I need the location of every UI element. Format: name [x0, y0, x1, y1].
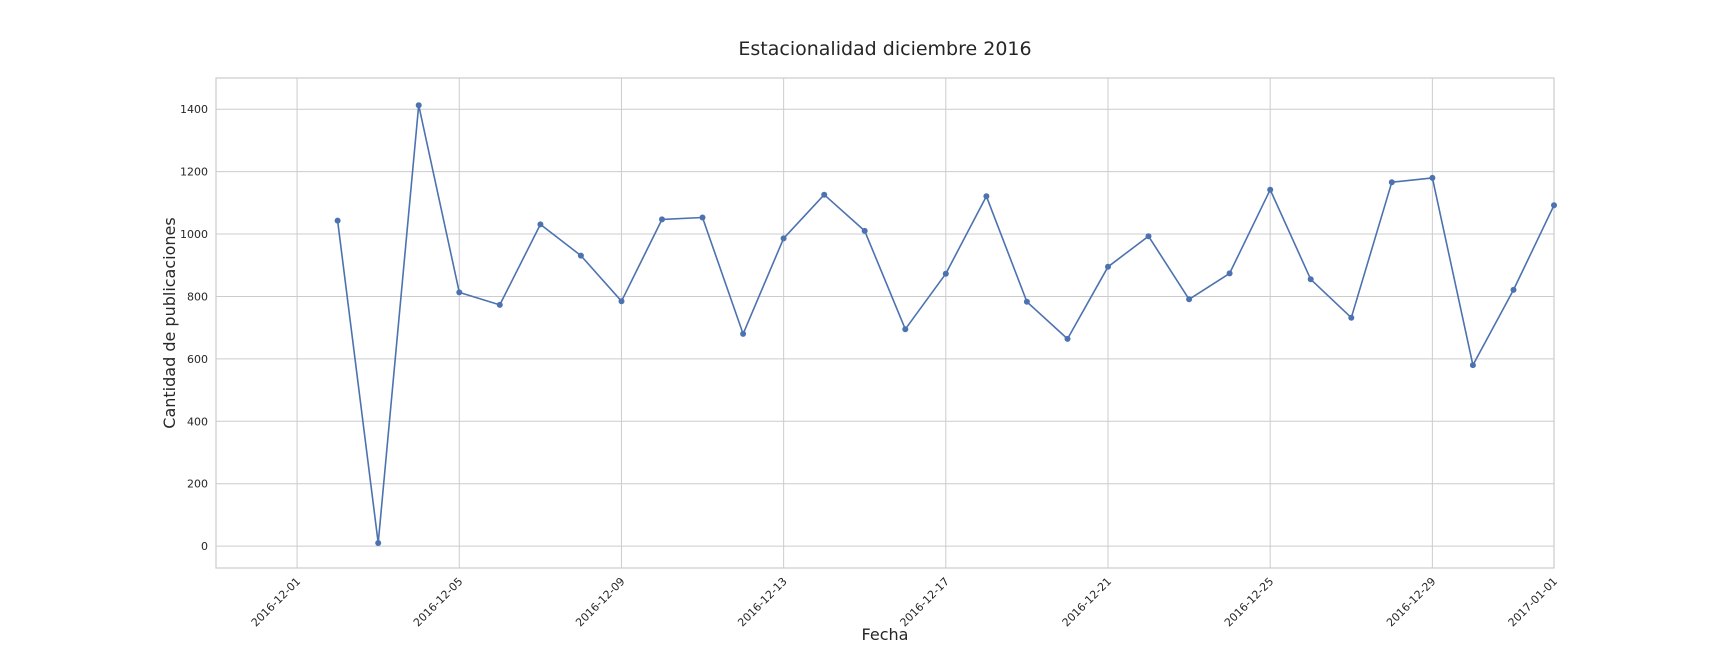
- data-point: [1510, 286, 1517, 293]
- data-point: [456, 289, 463, 296]
- data-point: [577, 252, 584, 259]
- x-tick-label: 2016-12-05: [411, 575, 465, 629]
- x-tick-label: 2016-12-25: [1222, 575, 1276, 629]
- data-point: [740, 330, 747, 337]
- x-axis-label: Fecha: [862, 625, 909, 644]
- data-point: [1307, 276, 1314, 283]
- data-point: [1469, 362, 1476, 369]
- data-point: [659, 216, 665, 223]
- data-point: [1388, 179, 1395, 186]
- y-tick-label: 400: [187, 415, 208, 428]
- data-point: [334, 217, 341, 224]
- data-point: [1348, 314, 1355, 321]
- data-point: [1105, 263, 1111, 270]
- y-tick-label: 0: [201, 540, 208, 553]
- data-point: [902, 326, 909, 333]
- plot-frame: [215, 77, 1555, 569]
- y-axis-ticks: 0 200 400 600 800 1000 1200 1400: [180, 103, 208, 553]
- data-point: [780, 235, 787, 242]
- data-point: [415, 102, 422, 109]
- data-point: [1064, 335, 1071, 342]
- y-tick-label: 200: [187, 478, 208, 491]
- series: [334, 102, 1557, 546]
- x-tick-label: 2016-12-21: [1060, 575, 1114, 629]
- data-point: [861, 227, 868, 234]
- data-point: [618, 298, 625, 305]
- x-tick-label: 2016-12-01: [249, 575, 303, 629]
- y-tick-label: 600: [187, 353, 208, 366]
- x-tick-label: 2016-12-09: [573, 575, 627, 629]
- x-tick-label: 2017-01-01: [1506, 575, 1560, 629]
- y-tick-label: 1000: [180, 228, 208, 241]
- x-tick-label: 2016-12-13: [735, 575, 789, 629]
- x-axis-ticks: 2016-12-01 2016-12-05 2016-12-09 2016-12-13…: [249, 575, 1560, 629]
- data-point: [375, 540, 382, 546]
- x-tick-label: 2016-12-17: [898, 575, 952, 629]
- data-point: [1226, 270, 1233, 277]
- data-point: [496, 301, 503, 308]
- data-point: [1429, 174, 1436, 181]
- y-tick-label: 800: [187, 290, 208, 303]
- y-axis-label: Cantidad de publicaciones: [160, 217, 179, 428]
- chart-title: Estacionalidad diciembre 2016: [738, 38, 1031, 60]
- data-point: [1186, 296, 1193, 303]
- data-point: [983, 193, 990, 200]
- data-point: [1023, 298, 1030, 305]
- data-point: [1145, 233, 1152, 240]
- y-tick-label: 1400: [180, 103, 208, 116]
- data-point: [537, 221, 544, 228]
- data-point: [1267, 186, 1274, 193]
- data-point: [821, 191, 828, 198]
- data-point: [1551, 202, 1557, 209]
- x-tick-label: 2016-12-29: [1384, 575, 1438, 629]
- data-point: [699, 214, 706, 221]
- y-tick-label: 1200: [180, 166, 208, 179]
- data-point: [942, 270, 949, 277]
- grid: [216, 78, 1555, 568]
